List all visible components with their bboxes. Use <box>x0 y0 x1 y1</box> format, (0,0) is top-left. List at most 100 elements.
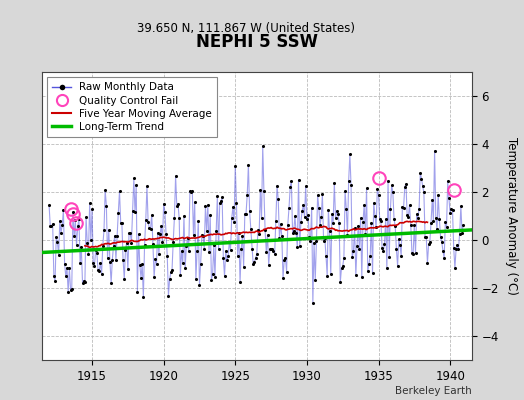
Point <box>106 259 114 265</box>
Point <box>325 228 334 234</box>
Legend: Raw Monthly Data, Quality Control Fail, Five Year Moving Average, Long-Term Tren: Raw Monthly Data, Quality Control Fail, … <box>47 77 217 137</box>
Point <box>299 202 308 209</box>
Point <box>416 170 424 176</box>
Point <box>126 230 135 236</box>
Point <box>356 215 365 221</box>
Point <box>187 189 195 196</box>
Point <box>54 251 63 258</box>
Point <box>364 268 372 274</box>
Point <box>214 246 223 252</box>
Point <box>300 214 309 220</box>
Point <box>108 256 116 263</box>
Point <box>363 185 371 191</box>
Point <box>234 253 242 259</box>
Point <box>245 208 254 214</box>
Point <box>312 238 321 244</box>
Point <box>236 279 244 286</box>
Point <box>260 188 268 194</box>
Point <box>344 177 353 184</box>
Point <box>176 272 184 278</box>
Point <box>111 232 119 239</box>
Point <box>250 259 258 265</box>
Point <box>412 210 421 217</box>
Point <box>84 250 93 257</box>
Point <box>379 248 387 254</box>
Point <box>263 232 271 238</box>
Point <box>352 272 360 278</box>
Point <box>169 239 178 245</box>
Point <box>279 275 287 281</box>
Point <box>191 199 199 205</box>
Point <box>46 223 54 230</box>
Point <box>337 265 346 271</box>
Point <box>271 218 280 224</box>
Point <box>420 189 428 196</box>
Point <box>306 238 314 245</box>
Point <box>230 219 238 225</box>
Point <box>298 208 307 214</box>
Point <box>226 247 235 253</box>
Point <box>207 276 215 283</box>
Point <box>417 176 425 182</box>
Point <box>235 230 243 236</box>
Point <box>257 215 266 221</box>
Point <box>450 245 458 251</box>
Point <box>86 237 95 244</box>
Point <box>185 188 194 194</box>
Point <box>293 244 301 250</box>
Point <box>399 204 408 211</box>
Point <box>237 246 245 252</box>
Point <box>384 178 392 184</box>
Point <box>68 286 76 292</box>
Point <box>123 240 131 246</box>
Point <box>196 260 205 267</box>
Point <box>201 203 210 210</box>
Point <box>124 266 132 272</box>
Point <box>81 279 89 286</box>
Point <box>346 151 354 158</box>
Point <box>247 226 255 232</box>
Point <box>119 257 127 263</box>
Point <box>389 189 397 195</box>
Point <box>305 234 313 240</box>
Point <box>177 247 185 254</box>
Point <box>116 220 125 226</box>
Point <box>180 213 188 219</box>
Point <box>428 197 436 203</box>
Point <box>53 239 62 246</box>
Point <box>411 250 420 256</box>
Point <box>146 226 155 232</box>
Point <box>261 227 269 234</box>
Point <box>443 178 452 184</box>
Point <box>336 279 344 285</box>
Point <box>253 251 261 258</box>
Point <box>292 230 300 236</box>
Point <box>182 242 191 249</box>
Point <box>114 209 123 216</box>
Point <box>397 252 406 259</box>
Point <box>168 267 176 273</box>
Point <box>340 255 348 261</box>
Point <box>408 250 416 256</box>
Point <box>113 233 121 239</box>
Point <box>432 214 440 221</box>
Point <box>71 217 80 224</box>
Point <box>407 222 415 228</box>
Point <box>102 202 111 209</box>
Point <box>423 260 432 266</box>
Point <box>145 225 154 232</box>
Point <box>330 180 339 186</box>
Point <box>372 224 380 230</box>
Point <box>425 239 434 245</box>
Point <box>170 214 179 221</box>
Point <box>254 227 262 234</box>
Point <box>167 269 175 276</box>
Point <box>427 220 435 226</box>
Point <box>326 271 335 277</box>
Point <box>348 254 356 260</box>
Point <box>410 221 419 228</box>
Point <box>291 213 299 219</box>
Point <box>377 218 385 224</box>
Point <box>90 263 99 270</box>
Point <box>331 215 340 221</box>
